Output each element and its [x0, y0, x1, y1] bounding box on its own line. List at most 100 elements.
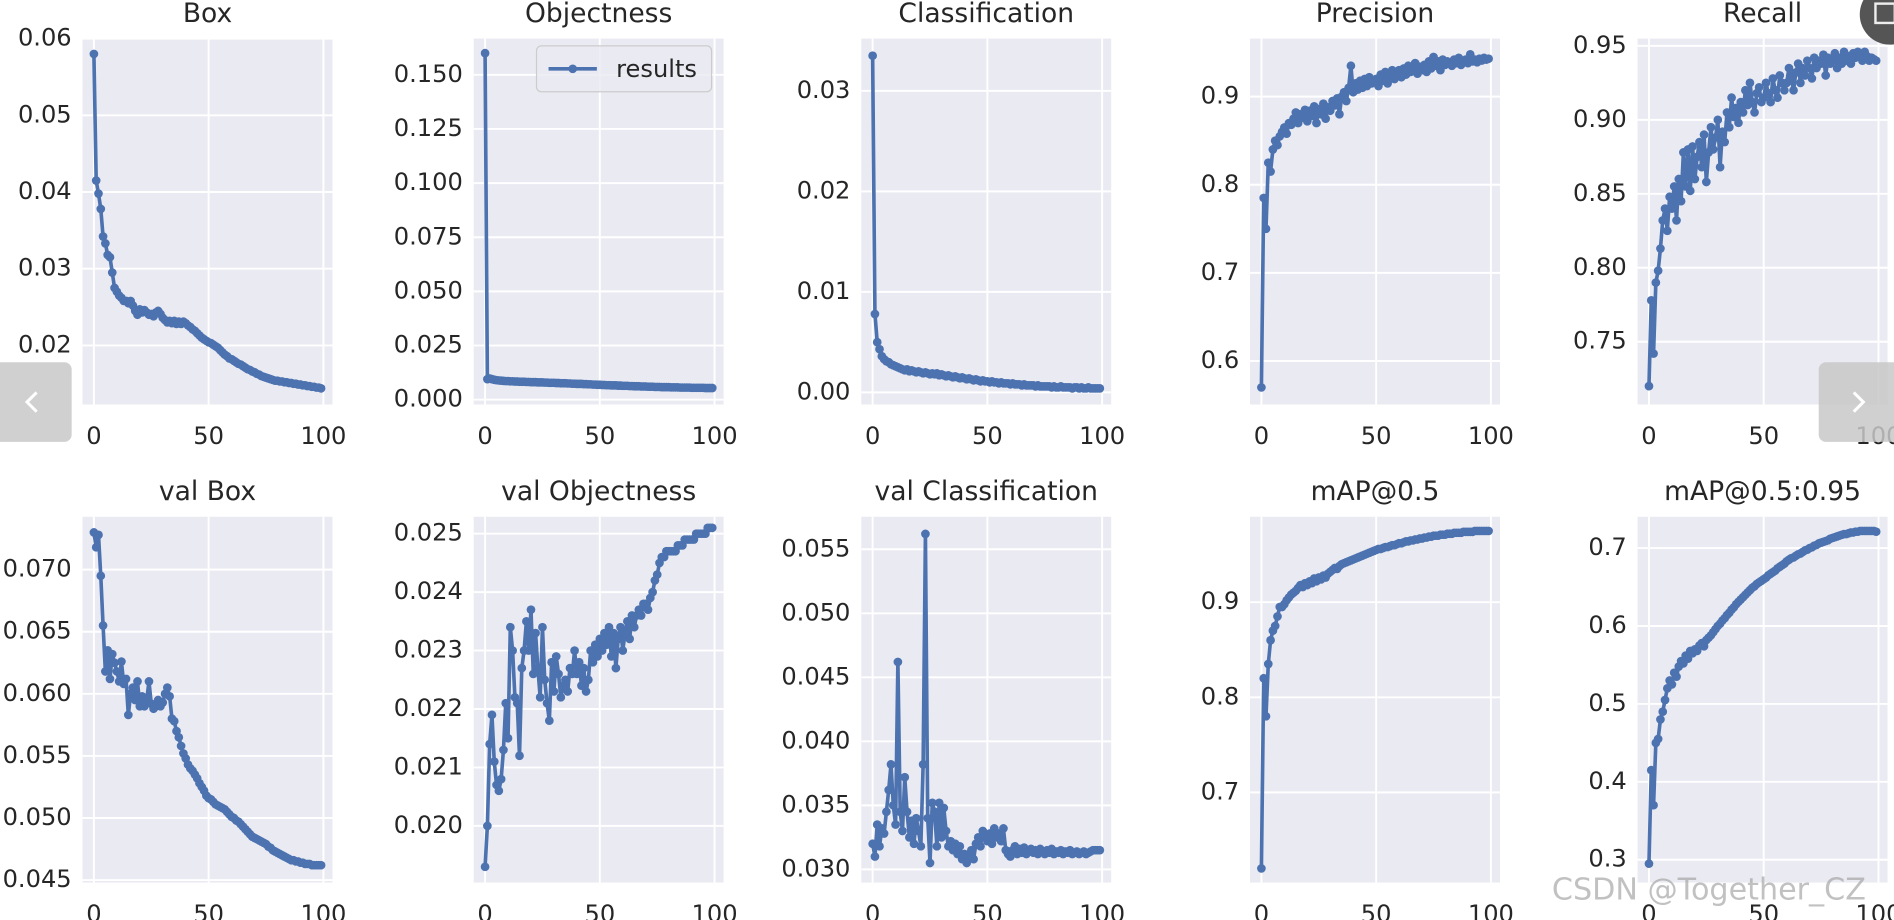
data-point	[898, 826, 907, 836]
y-tick-label: 0.021	[394, 752, 463, 780]
y-tick-label: 0.045	[3, 865, 72, 893]
chart-title: Box	[183, 0, 232, 29]
data-point	[902, 807, 912, 817]
data-point	[101, 667, 110, 676]
data-point	[707, 523, 717, 533]
data-point	[1656, 244, 1665, 253]
chart-panel: 0 50 100 0.02 0.03 0.04 0.05 0.06 Box	[18, 0, 346, 450]
data-point	[1796, 78, 1805, 88]
next-button[interactable]	[1818, 362, 1894, 442]
y-tick-label: 0.7	[1588, 533, 1626, 561]
chart-panel: 0 50 100 0.3 0.4 0.5 0.6 0.7 mAP@0.5:0.95	[1588, 476, 1894, 920]
y-tick-label: 0.06	[18, 24, 72, 52]
legend: results	[535, 45, 713, 93]
x-tick-label: 50	[1748, 900, 1779, 920]
data-point	[1259, 673, 1269, 683]
data-point	[123, 710, 133, 720]
x-tick-label: 50	[972, 422, 1003, 450]
data-point	[909, 839, 919, 849]
next-chevron[interactable]	[1852, 391, 1866, 413]
plot-area	[473, 38, 724, 405]
data-point	[1330, 101, 1340, 110]
data-point	[1816, 59, 1826, 68]
data-point	[1259, 193, 1269, 203]
y-tick-label: 0.065	[3, 617, 72, 645]
data-point	[561, 675, 570, 685]
data-point	[96, 571, 106, 581]
data-point	[581, 687, 591, 696]
data-point	[1791, 68, 1801, 77]
prev-button[interactable]	[0, 362, 72, 442]
data-point	[636, 611, 646, 620]
y-tick-label: 0.023	[394, 636, 463, 664]
data-point	[499, 745, 508, 755]
data-point	[1270, 621, 1280, 631]
data-point	[1731, 103, 1741, 113]
y-tick-label: 0.8	[1201, 682, 1239, 710]
data-point	[618, 646, 628, 655]
data-point	[1754, 82, 1764, 92]
data-point	[1727, 93, 1736, 103]
data-point	[117, 657, 126, 666]
data-point	[494, 786, 504, 796]
data-point	[538, 622, 547, 632]
data-point	[893, 657, 903, 667]
data-point	[162, 683, 172, 692]
x-tick-label: 50	[193, 900, 224, 920]
chart-title: mAP@0.5:0.95	[1664, 476, 1861, 507]
data-point	[1697, 162, 1707, 172]
data-point	[588, 657, 598, 667]
x-tick-label: 0	[86, 422, 101, 450]
data-point	[923, 813, 933, 823]
y-tick-label: 0.7	[1201, 258, 1239, 286]
data-point	[1685, 186, 1695, 196]
data-point	[1821, 71, 1831, 80]
data-point	[480, 862, 490, 872]
translate-icon[interactable]	[1874, 2, 1894, 25]
data-point	[121, 674, 131, 684]
x-tick-label: 50	[584, 422, 615, 450]
data-point	[1729, 112, 1739, 122]
data-point	[533, 663, 543, 673]
prev-button-bg[interactable]	[0, 362, 72, 442]
data-point	[579, 663, 589, 673]
y-tick-label: 0.050	[394, 276, 463, 304]
data-point	[94, 530, 103, 540]
data-point	[604, 622, 614, 632]
plot-area	[861, 38, 1112, 405]
data-point	[914, 826, 923, 836]
data-point	[554, 669, 563, 679]
y-tick-label: 0.02	[797, 176, 851, 204]
data-point	[996, 836, 1006, 846]
data-point	[1273, 140, 1282, 150]
data-point	[133, 677, 142, 686]
data-point	[921, 529, 930, 539]
data-point	[1266, 167, 1275, 176]
data-point	[316, 384, 326, 393]
data-point	[1674, 174, 1684, 184]
data-point	[1669, 182, 1679, 191]
data-point	[1667, 680, 1677, 689]
translate-button[interactable]	[1859, 0, 1894, 45]
prev-chevron[interactable]	[24, 391, 38, 413]
data-point	[1798, 63, 1808, 73]
data-point	[480, 48, 490, 58]
data-point	[1688, 142, 1697, 151]
data-point	[517, 663, 527, 673]
data-point	[1653, 734, 1663, 744]
data-point	[1773, 93, 1782, 103]
data-point	[584, 675, 593, 685]
y-tick-label: 0.6	[1201, 346, 1239, 374]
y-tick-label: 0.040	[781, 726, 850, 754]
next-button-bg[interactable]	[1818, 362, 1894, 442]
y-tick-label: 0.125	[394, 114, 463, 142]
data-point	[1720, 137, 1730, 147]
data-point	[1649, 800, 1658, 810]
y-tick-label: 0.00	[797, 377, 851, 405]
data-point	[1672, 672, 1681, 681]
data-point	[872, 337, 882, 347]
y-tick-label: 0.01	[797, 277, 851, 305]
